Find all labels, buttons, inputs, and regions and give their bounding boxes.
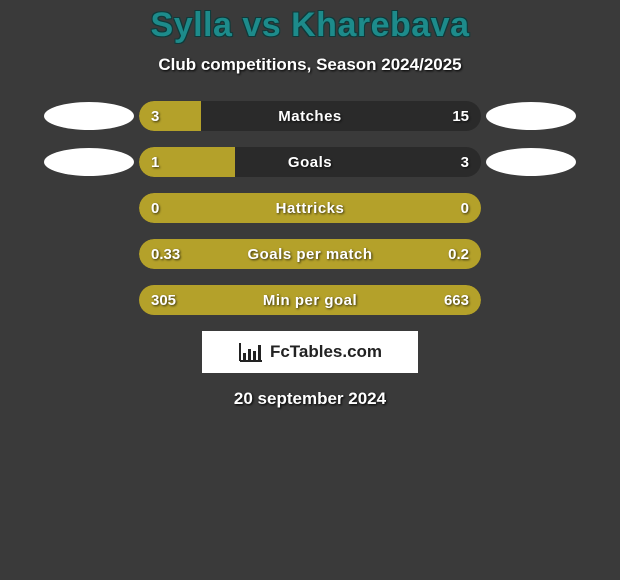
date-text: 20 september 2024 [0, 389, 620, 409]
attribution-text: FcTables.com [270, 342, 382, 362]
bar-fill-left [139, 101, 201, 131]
subtitle: Club competitions, Season 2024/2025 [0, 55, 620, 75]
metric-label: Min per goal [263, 292, 357, 309]
metric-value-right: 0.2 [448, 246, 469, 263]
attribution: FcTables.com [202, 331, 418, 373]
metric-bar: 0.33 0.2 Goals per match [139, 239, 481, 269]
metric-value-right: 0 [461, 200, 469, 217]
metric-label: Goals per match [247, 246, 372, 263]
metric-value-left: 305 [151, 292, 176, 309]
metric-bar: 1 3 Goals [139, 147, 481, 177]
metric-value-left: 0.33 [151, 246, 180, 263]
metric-value-right: 3 [461, 154, 469, 171]
metric-bar: 305 663 Min per goal [139, 285, 481, 315]
metric-bar: 3 15 Matches [139, 101, 481, 131]
player1-badge [39, 148, 139, 176]
metric-bar: 0 0 Hattricks [139, 193, 481, 223]
metric-row: 305 663 Min per goal [0, 285, 620, 315]
player1-badge [39, 102, 139, 130]
club-logo-placeholder [486, 148, 576, 176]
page-title: Sylla vs Kharebava [0, 6, 620, 45]
metric-value-left: 1 [151, 154, 159, 171]
metric-label: Matches [278, 108, 342, 125]
club-logo-placeholder [44, 102, 134, 130]
club-logo-placeholder [44, 148, 134, 176]
metric-value-left: 3 [151, 108, 159, 125]
comparison-card: Sylla vs Kharebava Club competitions, Se… [0, 0, 620, 409]
metric-value-right: 15 [452, 108, 469, 125]
metric-row: 0 0 Hattricks [0, 193, 620, 223]
metrics-list: 3 15 Matches 1 3 Goals 0 0 Hattricks 0.33 0.2 Goals… [0, 101, 620, 315]
metric-label: Hattricks [276, 200, 345, 217]
club-logo-placeholder [486, 102, 576, 130]
bar-chart-icon [238, 341, 264, 363]
metric-row: 3 15 Matches [0, 101, 620, 131]
player2-badge [481, 148, 581, 176]
metric-label: Goals [288, 154, 332, 171]
metric-row: 1 3 Goals [0, 147, 620, 177]
player2-badge [481, 102, 581, 130]
metric-value-left: 0 [151, 200, 159, 217]
metric-value-right: 663 [444, 292, 469, 309]
metric-row: 0.33 0.2 Goals per match [0, 239, 620, 269]
